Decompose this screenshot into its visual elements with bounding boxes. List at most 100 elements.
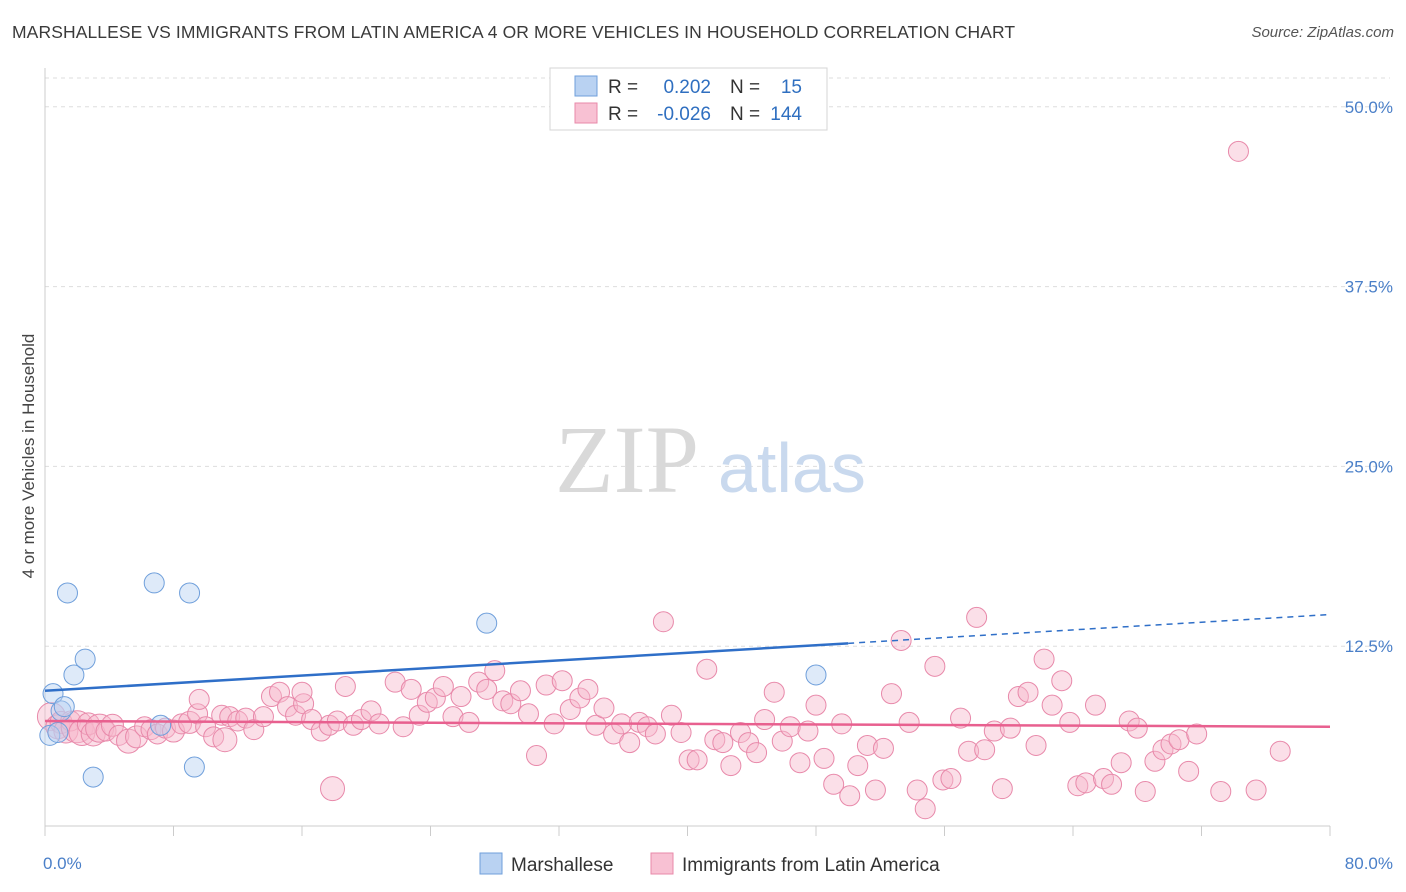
legend-n-label-0: N = (730, 77, 760, 98)
latin-america-point-111 (940, 768, 962, 790)
marshallese-point-5 (56, 582, 78, 604)
legend-swatch-1 (574, 102, 598, 124)
marshallese-point-14 (805, 664, 827, 686)
legend-r-label-1: R = (608, 104, 638, 125)
bottom-legend-label-1: Immigrants from Latin America (682, 855, 940, 876)
legend-series: Marshallese Immigrants from Latin America (479, 852, 940, 876)
latin-america-point-56 (476, 678, 498, 700)
latin-america-point-99 (839, 785, 861, 807)
latin-america-point-40 (334, 675, 356, 697)
marshallese-point-9 (143, 572, 165, 594)
legend-n-label-1: N = (730, 104, 760, 125)
latin-america-point-45 (384, 671, 406, 693)
latin-america-trend-line (44, 719, 1331, 728)
latin-america-point-58 (492, 690, 514, 712)
latin-america-point-39 (326, 710, 348, 732)
latin-america-point-76 (644, 723, 666, 745)
legend-r-label-0: R = (608, 77, 638, 98)
latin-america-point-127 (1075, 772, 1097, 794)
latin-america-point-77 (652, 611, 674, 633)
bottom-legend-swatch-0 (479, 852, 503, 875)
latin-america-point-95 (805, 694, 827, 716)
bottom-legend-swatch-1 (650, 852, 674, 875)
latin-america-point-53 (450, 686, 472, 708)
latin-america-point-60 (509, 680, 531, 702)
latin-america-point-143 (1245, 779, 1267, 801)
latin-america-point-128 (1084, 694, 1106, 716)
latin-america-point-114 (966, 606, 988, 628)
latin-america-point-103 (872, 737, 894, 759)
latin-america-point-69 (585, 714, 607, 736)
latin-america-point-51 (432, 675, 454, 697)
latin-america-point-84 (712, 732, 734, 754)
latin-america-point-68 (577, 678, 599, 700)
latin-america-point-11 (100, 713, 124, 737)
latin-america-point-47 (400, 678, 422, 700)
latin-america-point-92 (779, 716, 801, 738)
marshallese-point-10 (150, 714, 172, 736)
latin-america-point-112 (950, 707, 972, 729)
latin-america-point-106 (898, 711, 920, 733)
latin-america-point-120 (1017, 681, 1039, 703)
latin-america-point-139 (1178, 760, 1200, 782)
latin-america-point-61 (517, 703, 539, 725)
series-marshallese-points (39, 572, 827, 788)
bottom-legend-label-0: Marshallese (511, 855, 613, 876)
chart-title: MARSHALLESE VS IMMIGRANTS FROM LATIN AME… (12, 22, 1016, 42)
latin-america-point-142 (1227, 140, 1249, 162)
latin-america-point-80 (678, 749, 700, 771)
latin-america-point-94 (797, 720, 819, 742)
latin-america-point-135 (1144, 750, 1166, 772)
latin-america-point-34 (285, 704, 307, 726)
latin-america-point-102 (864, 779, 886, 801)
latin-america-point-65 (551, 670, 573, 692)
marshallese-point-12 (183, 756, 205, 778)
latin-america-point-20 (171, 713, 193, 735)
y-axis-label: 4 or more Vehicles in Household (19, 334, 38, 579)
watermark-atlas: atlas (718, 429, 866, 507)
latin-america-point-130 (1101, 773, 1123, 795)
latin-america-point-145 (320, 776, 346, 802)
marshallese-point-8 (82, 766, 104, 788)
marshallese-point-6 (63, 664, 85, 686)
latin-america-point-88 (746, 742, 768, 764)
latin-america-point-83 (704, 729, 726, 751)
x-tick-labels: 0.0% 80.0% (43, 854, 1393, 873)
latin-america-point-89 (754, 709, 776, 731)
latin-america-point-118 (999, 717, 1021, 739)
latin-america-point-140 (1186, 723, 1208, 745)
marshallese-point-0 (39, 724, 61, 746)
latin-america-point-50 (424, 687, 446, 709)
latin-america-point-125 (1059, 711, 1081, 733)
legend-r-value-1: -0.026 (657, 104, 711, 125)
marshallese-trend-line (44, 642, 849, 693)
latin-america-point-134 (1134, 780, 1156, 802)
latin-america-point-73 (619, 732, 641, 754)
latin-america-point-55 (468, 671, 490, 693)
latin-america-point-141 (1210, 780, 1232, 802)
latin-america-point-124 (1051, 670, 1073, 692)
latin-america-point-115 (974, 739, 996, 761)
legend-swatch-0 (574, 75, 598, 97)
y-tick-label-1: 25.0% (1345, 457, 1393, 476)
source-label: Source: ZipAtlas.com (1251, 24, 1394, 41)
latin-america-point-147 (188, 688, 210, 710)
latin-america-point-110 (932, 769, 954, 791)
latin-america-point-109 (924, 655, 946, 677)
latin-america-point-108 (914, 798, 936, 820)
latin-america-point-33 (277, 696, 299, 718)
latin-america-point-131 (1110, 752, 1132, 774)
latin-america-point-43 (360, 700, 382, 722)
latin-america-point-113 (958, 740, 980, 762)
latin-america-point-81 (686, 749, 708, 771)
latin-america-point-123 (1041, 694, 1063, 716)
trend-lines (44, 613, 1331, 728)
latin-america-point-105 (890, 629, 912, 651)
y-tick-label-2: 37.5% (1345, 278, 1393, 297)
latin-america-point-97 (823, 773, 845, 795)
marshallese-trend-extension (848, 613, 1331, 645)
latin-america-point-75 (636, 716, 658, 738)
latin-america-point-107 (906, 779, 928, 801)
latin-america-point-63 (535, 674, 557, 696)
